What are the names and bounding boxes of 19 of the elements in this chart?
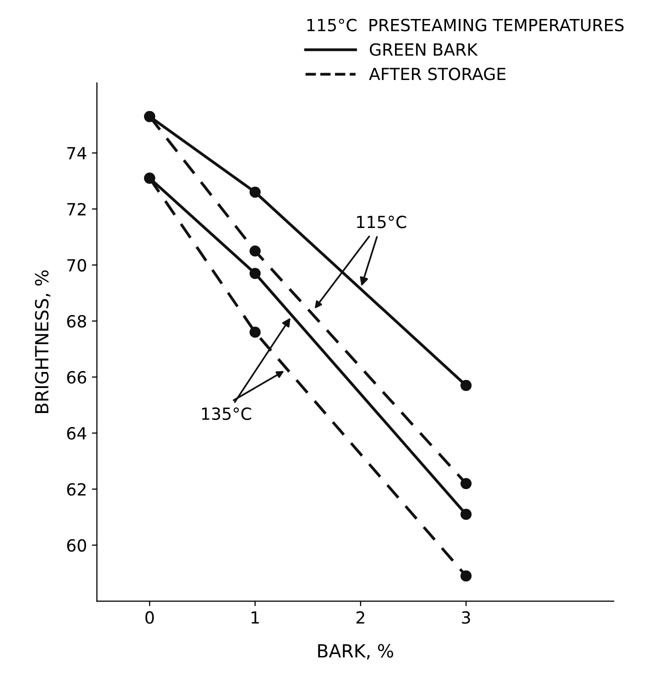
y-tick-label: 64 [67, 427, 86, 440]
y-tick-label: 70 [67, 258, 86, 272]
y-tick-label: 60 [67, 539, 86, 552]
y-tick-label: 62 [67, 483, 86, 496]
legend-title: 115°C PRESTEAMING TEMPERATURES [307, 18, 624, 32]
x-tick-label: 3 [462, 611, 470, 624]
y-tick-label: 74 [67, 147, 86, 160]
y-tick-label: 68 [67, 314, 86, 328]
legend-label: GREEN BARK [370, 43, 478, 56]
annotation: 135°C [202, 407, 252, 420]
legend-label: AFTER STORAGE [369, 68, 506, 80]
annotation: 115°C [357, 216, 406, 228]
y-tick-label: 66 [67, 371, 86, 384]
y-axis-title: BRIGHTNESS, % [34, 270, 50, 413]
y-tick-label: 72 [67, 202, 86, 216]
x-axis-title: BARK, % [318, 644, 394, 660]
x-tick-label: 2 [356, 611, 364, 624]
x-tick-label: 0 [145, 611, 154, 624]
x-tick-label: 1 [252, 611, 259, 624]
